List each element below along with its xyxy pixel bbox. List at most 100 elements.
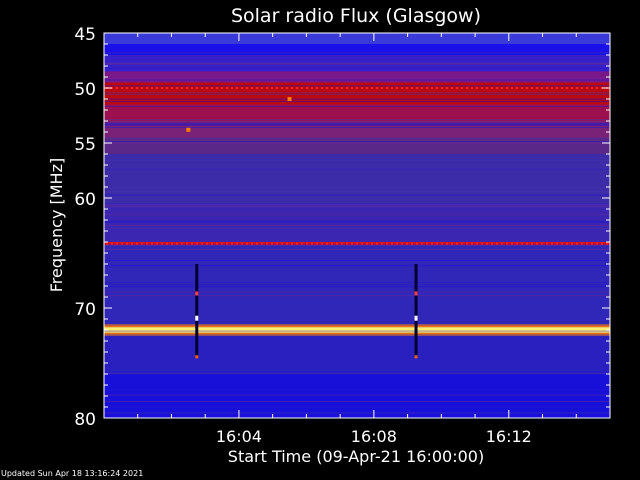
- interference-dot: [421, 87, 423, 89]
- interference-dot: [386, 242, 388, 245]
- interference-dot: [361, 87, 363, 89]
- interference-dot: [236, 87, 238, 89]
- interference-dot: [596, 87, 598, 89]
- burst-hotspot: [195, 291, 199, 296]
- burst-hotspot: [414, 315, 418, 321]
- interference-dot: [211, 242, 213, 245]
- interference-dot: [256, 87, 258, 89]
- interference-dot: [116, 87, 118, 89]
- interference-dot: [226, 242, 228, 245]
- interference-dot: [406, 242, 408, 245]
- interference-dot: [441, 87, 443, 89]
- noise-line: [104, 187, 610, 189]
- noise-line: [104, 194, 610, 196]
- interference-dot: [376, 242, 378, 245]
- interference-dot: [521, 87, 523, 89]
- y-tick-label: 55: [74, 135, 96, 155]
- noise-line: [104, 227, 610, 229]
- interference-dot: [521, 242, 523, 245]
- interference-dot: [111, 242, 113, 245]
- interference-dot: [501, 242, 503, 245]
- interference-dot: [316, 242, 318, 245]
- interference-dot: [156, 242, 158, 245]
- noise-line: [104, 333, 610, 335]
- hot-spot: [186, 127, 191, 132]
- interference-dot: [346, 242, 348, 245]
- interference-dot: [366, 242, 368, 245]
- interference-dot: [406, 87, 408, 89]
- interference-dot: [541, 242, 543, 245]
- interference-dot: [281, 87, 283, 89]
- interference-dot: [351, 87, 353, 89]
- interference-dot: [341, 242, 343, 245]
- interference-dot: [321, 242, 323, 245]
- interference-dot: [401, 242, 403, 245]
- interference-dot: [311, 87, 313, 89]
- interference-dot: [371, 87, 373, 89]
- interference-dot: [556, 87, 558, 89]
- interference-dot: [526, 87, 528, 89]
- interference-dot: [231, 87, 233, 89]
- interference-dot: [386, 87, 388, 89]
- interference-dot: [226, 87, 228, 89]
- hot-spot: [287, 97, 292, 101]
- burst-hotspot: [414, 291, 418, 296]
- interference-dot: [451, 87, 453, 89]
- interference-dot: [266, 242, 268, 245]
- noise-line: [104, 167, 610, 169]
- interference-dot: [431, 242, 433, 245]
- interference-dot: [166, 242, 168, 245]
- frequency-band: [104, 374, 610, 418]
- interference-dot: [301, 87, 303, 89]
- burst-hotspot: [195, 355, 199, 359]
- interference-dot: [511, 242, 513, 245]
- y-tick-label: 80: [74, 410, 96, 430]
- burst-hotspot: [414, 355, 418, 359]
- interference-dot: [231, 242, 233, 245]
- interference-dot: [436, 242, 438, 245]
- interference-dot: [271, 87, 273, 89]
- interference-dot: [531, 242, 533, 245]
- interference-dot: [296, 87, 298, 89]
- noise-line: [104, 406, 610, 408]
- axis-ticks: 45 50 55 60 70 80 16:04 16:08 16:12: [74, 25, 610, 446]
- interference-dot: [511, 87, 513, 89]
- interference-dot: [381, 87, 383, 89]
- interference-dot: [196, 242, 198, 245]
- interference-dot: [546, 87, 548, 89]
- x-axis-label: Start Time (09-Apr-21 16:00:00): [228, 447, 484, 466]
- interference-dot: [351, 242, 353, 245]
- noise-line: [104, 282, 610, 284]
- interference-dot: [261, 87, 263, 89]
- noise-line: [104, 206, 610, 208]
- interference-dot: [391, 87, 393, 89]
- interference-dot: [496, 87, 498, 89]
- interference-dot: [536, 242, 538, 245]
- noise-line: [104, 67, 610, 69]
- interference-dot: [566, 87, 568, 89]
- interference-dot: [491, 87, 493, 89]
- noise-line: [104, 224, 610, 226]
- interference-dot: [376, 87, 378, 89]
- interference-dot: [456, 242, 458, 245]
- noise-line: [104, 77, 610, 79]
- noise-line: [104, 248, 610, 250]
- noise-line: [104, 168, 610, 170]
- noise-line: [104, 284, 610, 286]
- interference-dot: [481, 242, 483, 245]
- interference-dot: [196, 87, 198, 89]
- interference-dot: [431, 87, 433, 89]
- noise-line: [104, 124, 610, 126]
- interference-dot: [466, 242, 468, 245]
- interference-dot: [156, 87, 158, 89]
- frequency-band: [104, 71, 610, 83]
- interference-dot: [576, 242, 578, 245]
- interference-dot: [141, 242, 143, 245]
- noise-line: [104, 371, 610, 373]
- interference-dot: [571, 242, 573, 245]
- interference-dot: [336, 242, 338, 245]
- interference-dot: [291, 242, 293, 245]
- noise-line: [104, 221, 610, 223]
- interference-dot: [586, 242, 588, 245]
- interference-dot: [131, 242, 133, 245]
